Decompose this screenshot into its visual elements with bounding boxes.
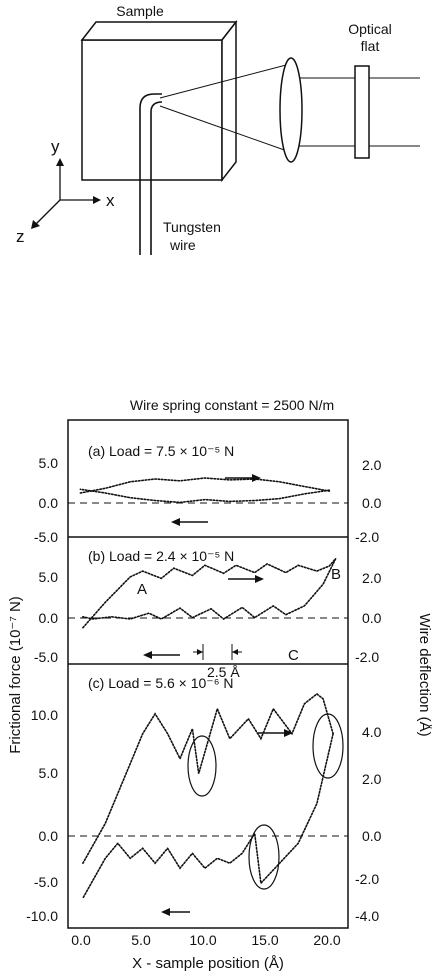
arrow-right-a xyxy=(225,474,261,482)
tungsten-label-line2: wire xyxy=(169,237,196,253)
highlight-ellipse-2 xyxy=(312,713,344,779)
arrow-left-a xyxy=(171,518,208,526)
lens xyxy=(279,57,303,163)
left-tick-c-1: 5.0 xyxy=(39,765,59,781)
figure-title: Wire spring constant = 2500 N/m xyxy=(130,397,334,413)
ray-upper-left xyxy=(159,63,291,99)
optical-flat xyxy=(354,65,370,159)
left-ticks: 5.0 0.0 -5.0 5.0 0.0 -5.0 10.0 5.0 0.0 -… xyxy=(26,455,58,924)
right-tick-a-2: -2.0 xyxy=(355,529,379,545)
tungsten-label-line1: Tungsten xyxy=(163,219,221,235)
right-tick-a-0: 2.0 xyxy=(362,457,382,473)
coordinate-axes xyxy=(31,158,101,229)
right-tick-c-1: 2.0 xyxy=(362,771,382,787)
right-axis-label: Wire deflection (Å) xyxy=(416,613,432,736)
annotation-c: C xyxy=(288,647,299,664)
panel-b-title: (b) Load = 2.4 × 10⁻⁵ N xyxy=(88,548,234,564)
right-tick-c-0: 4.0 xyxy=(362,724,382,740)
highlight-ellipse-1 xyxy=(187,735,217,797)
trace-panel-b-forward xyxy=(82,557,337,629)
arrow-left-b xyxy=(143,651,180,659)
x-tick-2: 10.0 xyxy=(189,932,216,948)
data-traces xyxy=(79,477,337,899)
left-tick-b-2: -5.0 xyxy=(34,649,58,665)
panel-c-title: (c) Load = 5.6 × 10⁻⁶ N xyxy=(88,675,233,691)
optical-flat-label-line1: Optical xyxy=(348,21,392,37)
left-tick-a-1: 0.0 xyxy=(39,495,59,511)
x-axis-label: X - sample position (Å) xyxy=(132,955,284,972)
left-tick-b-0: 5.0 xyxy=(39,569,59,585)
left-tick-a-0: 5.0 xyxy=(39,455,59,471)
plot-frame xyxy=(67,419,349,929)
trace-panel-a-forward xyxy=(79,477,331,494)
right-tick-b-2: -2.0 xyxy=(355,649,379,665)
trace-panel-c-forward xyxy=(82,692,334,865)
x-ticks: 0.0 5.0 10.0 15.0 20.0 xyxy=(71,932,341,948)
left-tick-c-3: -5.0 xyxy=(34,874,58,890)
annotation-spacing: 2.5 Å xyxy=(207,664,240,680)
left-tick-a-2: -5.0 xyxy=(34,529,58,545)
axis-x-label: x xyxy=(106,191,115,210)
axis-y-label: y xyxy=(51,137,60,156)
arrow-left-c xyxy=(161,908,190,916)
x-tick-1: 5.0 xyxy=(131,932,151,948)
left-tick-c-2: 0.0 xyxy=(39,828,59,844)
trace-panel-c-reverse xyxy=(82,732,334,899)
x-tick-3: 15.0 xyxy=(251,932,278,948)
panel-a-title: (a) Load = 7.5 × 10⁻⁵ N xyxy=(88,443,234,459)
annotation-a: A xyxy=(137,581,147,598)
direction-arrows xyxy=(143,474,293,916)
apparatus-diagram: Sample Optical flat Tungsten wire y x xyxy=(16,3,420,255)
right-tick-b-0: 2.0 xyxy=(362,570,382,586)
tungsten-wire xyxy=(139,93,163,255)
left-tick-c-0: 10.0 xyxy=(31,707,58,723)
right-tick-c-3: -2.0 xyxy=(355,871,379,887)
annotation-b: B xyxy=(331,566,341,583)
right-ticks: 2.0 0.0 -2.0 2.0 0.0 -2.0 4.0 2.0 0.0 -2… xyxy=(355,457,382,924)
x-tick-0: 0.0 xyxy=(71,932,91,948)
sample-label: Sample xyxy=(116,3,164,19)
arrow-right-b xyxy=(228,575,264,583)
sample-block-front xyxy=(81,39,223,181)
optical-flat-label-line2: flat xyxy=(361,38,380,54)
sample-block-top xyxy=(80,21,238,41)
right-tick-c-4: -4.0 xyxy=(355,908,379,924)
left-axis-label: Frictional force (10⁻⁷ N) xyxy=(7,596,24,754)
left-tick-b-1: 0.0 xyxy=(39,610,59,626)
right-tick-a-1: 0.0 xyxy=(362,495,382,511)
x-tick-4: 20.0 xyxy=(313,932,340,948)
spacing-marker xyxy=(193,644,242,660)
right-tick-c-2: 0.0 xyxy=(362,828,382,844)
right-tick-b-1: 0.0 xyxy=(362,610,382,626)
ray-lower-left xyxy=(159,105,291,153)
left-tick-c-4: -10.0 xyxy=(26,908,58,924)
sample-block-side xyxy=(221,19,237,183)
trace-panel-b-reverse xyxy=(82,557,337,620)
trace-panel-a-reverse xyxy=(79,488,331,504)
highlight-ellipse-3 xyxy=(248,824,280,890)
axis-z-label: z xyxy=(16,227,25,246)
